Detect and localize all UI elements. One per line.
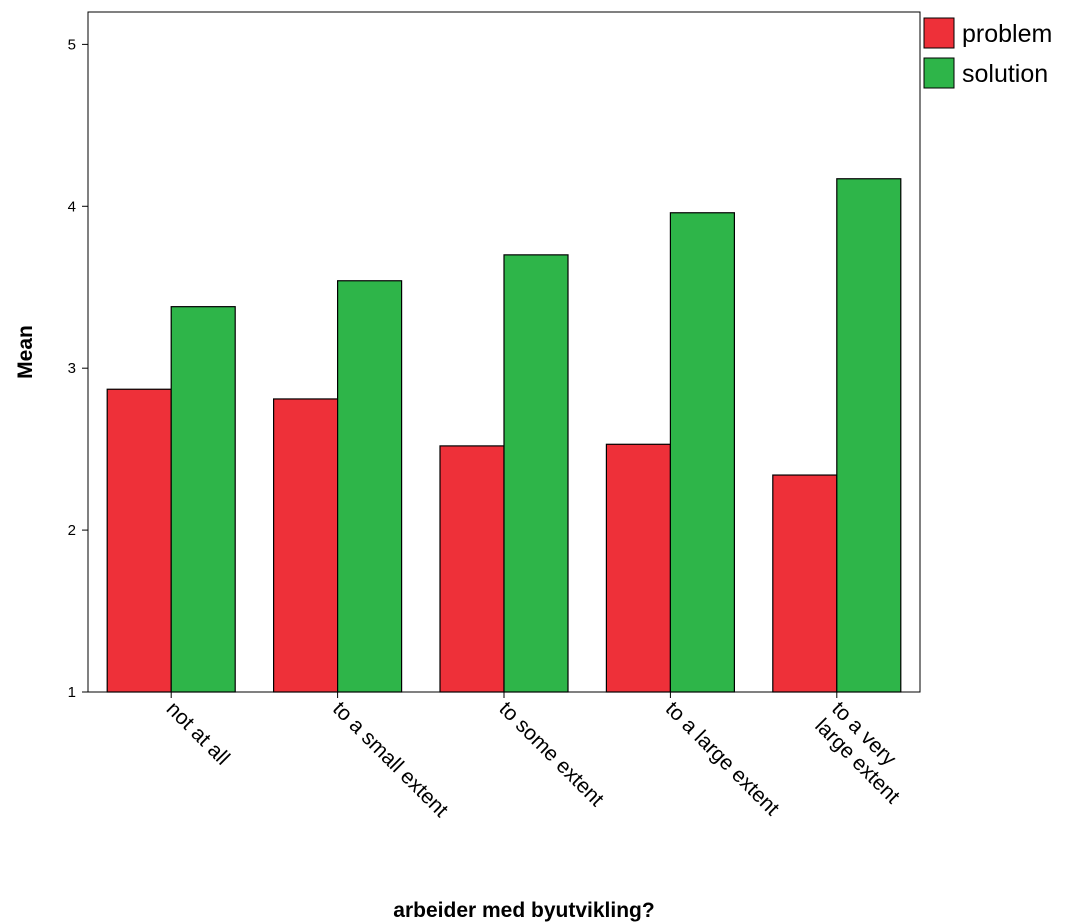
bar-problem-1 [273, 398, 339, 693]
legend-swatch-problem [923, 17, 955, 49]
x-tick-label: to a small extent [328, 697, 453, 822]
x-tick-label: to a verylarge extent [810, 697, 921, 808]
y-tick-label: 1 [68, 684, 76, 701]
x-axis-title: arbeider med byutvikling? [393, 899, 654, 922]
y-axis: 1 2 3 4 5 [68, 36, 88, 701]
x-axis: not at all to a small extent to some exten… [162, 692, 921, 822]
bar-solution-3 [669, 212, 736, 693]
legend-label-problem: problem [962, 20, 1052, 48]
bar-problem-4 [772, 474, 838, 693]
legend: problem solution [923, 17, 1052, 89]
bar-problem-2 [439, 445, 505, 693]
bar-problem-3 [605, 443, 672, 693]
x-tick-label: to some extent [494, 697, 608, 811]
y-tick-label: 4 [68, 198, 76, 215]
legend-swatch-solution [923, 57, 955, 89]
y-tick-label: 5 [68, 36, 76, 53]
bars [106, 178, 902, 693]
bar-problem-0 [106, 388, 172, 693]
legend-label-solution: solution [962, 60, 1048, 88]
bar-solution-4 [836, 178, 902, 693]
bar-solution-1 [337, 280, 403, 693]
y-tick-label: 2 [68, 522, 76, 539]
x-tick-label: to a large extent [661, 697, 784, 820]
y-axis-title: Mean [14, 325, 37, 379]
bar-solution-2 [503, 254, 569, 693]
bar-solution-0 [170, 306, 236, 693]
x-tick-label: not at all [162, 697, 234, 769]
y-tick-label: 3 [68, 360, 76, 377]
